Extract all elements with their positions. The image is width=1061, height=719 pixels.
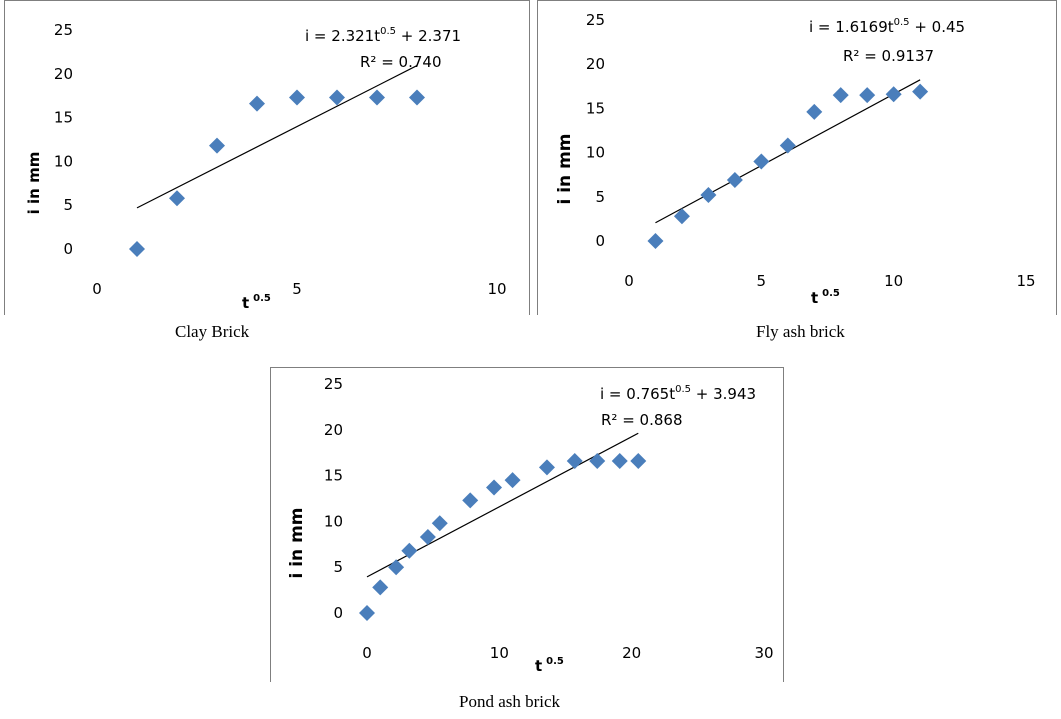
- r-squared-label: R² = 0.740: [360, 53, 441, 71]
- r-squared-label: R² = 0.9137: [843, 47, 934, 65]
- y-tick-label: 10: [324, 512, 343, 530]
- y-tick-label: 25: [586, 11, 605, 29]
- chart-panel-fly-ash-brick: 0 5 10 15 20 25 0 5 10 15 i in mm t 0.5 i = 1.6169t0.…: [537, 0, 1057, 315]
- data-point-marker: [409, 89, 425, 106]
- data-point-marker: [504, 472, 521, 489]
- data-point-marker: [726, 172, 743, 189]
- data-point-marker: [431, 515, 448, 532]
- caption-clay-brick: Clay Brick: [175, 322, 250, 341]
- x-tick-label: 10: [884, 272, 903, 290]
- data-point-marker: [388, 559, 405, 576]
- data-point-marker: [329, 89, 345, 106]
- y-axis-label: i in mm: [287, 507, 307, 578]
- data-point-marker: [401, 542, 418, 559]
- data-point-marker: [832, 87, 849, 104]
- x-tick-label: 0: [362, 644, 372, 662]
- x-tick-label: 10: [487, 280, 506, 298]
- caption-pond-ash-brick: Pond ash brick: [459, 692, 561, 711]
- y-tick-label: 20: [54, 65, 73, 83]
- x-tick-label: 0: [624, 272, 634, 290]
- y-axis-label: i in mm: [555, 133, 575, 204]
- pond-ash-brick-chart: 0 5 10 15 20 25 0 10 20 30 i in mm t 0.5 i = 0.765t0.…: [287, 375, 774, 675]
- y-tick-label: 15: [324, 467, 343, 485]
- r-squared-label: R² = 0.868: [601, 411, 682, 429]
- data-point-marker: [169, 190, 185, 207]
- data-point-marker: [372, 579, 389, 596]
- y-tick-label: 20: [586, 55, 605, 73]
- trendline: [136, 65, 418, 209]
- data-point-marker: [753, 153, 770, 170]
- data-point-marker: [419, 528, 436, 545]
- fly-ash-brick-chart: 0 5 10 15 20 25 0 5 10 15 i in mm t 0.5 i = 1.6169t0.…: [555, 11, 1036, 307]
- data-point-marker: [611, 452, 628, 469]
- y-tick-label: 25: [54, 21, 73, 39]
- chart-panel-clay-brick: 0 5 10 15 20 25 0 5 10 i in mm t 0.5 i = 2.321t0.5 +…: [4, 0, 530, 315]
- x-tick-label: 20: [622, 644, 641, 662]
- data-point-marker: [700, 187, 717, 204]
- chart-panel-pond-ash-brick: 0 5 10 15 20 25 0 10 20 30 i in mm t 0.5 i = 0.765t0.…: [270, 367, 784, 682]
- y-tick-label: 0: [595, 232, 605, 250]
- x-tick-label: 15: [1016, 272, 1035, 290]
- y-tick-label: 5: [333, 558, 343, 576]
- data-point-marker: [806, 103, 823, 120]
- y-tick-label: 0: [63, 240, 73, 258]
- data-point-marker: [566, 452, 583, 469]
- data-point-marker: [589, 452, 606, 469]
- data-point-marker: [486, 479, 503, 496]
- data-point-marker: [673, 208, 690, 225]
- trendline-equation: i = 0.765t0.5 + 3.943: [600, 384, 756, 403]
- y-tick-label: 10: [586, 144, 605, 162]
- x-axis-label: t 0.5: [535, 656, 564, 675]
- data-point-marker: [859, 87, 876, 104]
- y-tick-label: 15: [54, 109, 73, 127]
- y-tick-label: 5: [63, 196, 73, 214]
- y-tick-label: 10: [54, 152, 73, 170]
- x-tick-label: 5: [292, 280, 302, 298]
- data-point-marker: [129, 241, 145, 257]
- data-point-marker: [289, 89, 305, 106]
- trendline-equation: i = 1.6169t0.5 + 0.45: [809, 17, 965, 36]
- x-tick-label: 5: [757, 272, 767, 290]
- data-point-marker: [630, 452, 647, 469]
- y-tick-label: 5: [595, 188, 605, 206]
- x-axis-label: t 0.5: [811, 288, 840, 307]
- data-point-marker: [209, 137, 225, 154]
- data-point-marker: [249, 95, 265, 112]
- x-axis-label: t 0.5: [242, 293, 271, 312]
- y-axis-label: i in mm: [25, 152, 43, 215]
- data-point-marker: [779, 137, 796, 154]
- caption-fly-ash-brick: Fly ash brick: [756, 322, 845, 341]
- data-point-marker: [885, 86, 902, 103]
- data-point-marker: [359, 605, 375, 621]
- clay-brick-chart: 0 5 10 15 20 25 0 5 10 i in mm t 0.5 i = 2.321t0.5 +…: [25, 21, 507, 312]
- trendline-equation: i = 2.321t0.5 + 2.371: [305, 26, 461, 45]
- data-point-marker: [912, 83, 929, 100]
- y-tick-label: 0: [333, 604, 343, 622]
- y-tick-label: 20: [324, 421, 343, 439]
- data-point-marker: [647, 233, 664, 249]
- data-point-marker: [462, 492, 479, 509]
- data-point-marker: [369, 89, 385, 106]
- x-tick-label: 10: [490, 644, 509, 662]
- y-tick-label: 25: [324, 375, 343, 393]
- data-point-marker: [538, 459, 555, 476]
- y-tick-label: 15: [586, 99, 605, 117]
- x-tick-label: 0: [92, 280, 102, 298]
- x-tick-label: 30: [754, 644, 773, 662]
